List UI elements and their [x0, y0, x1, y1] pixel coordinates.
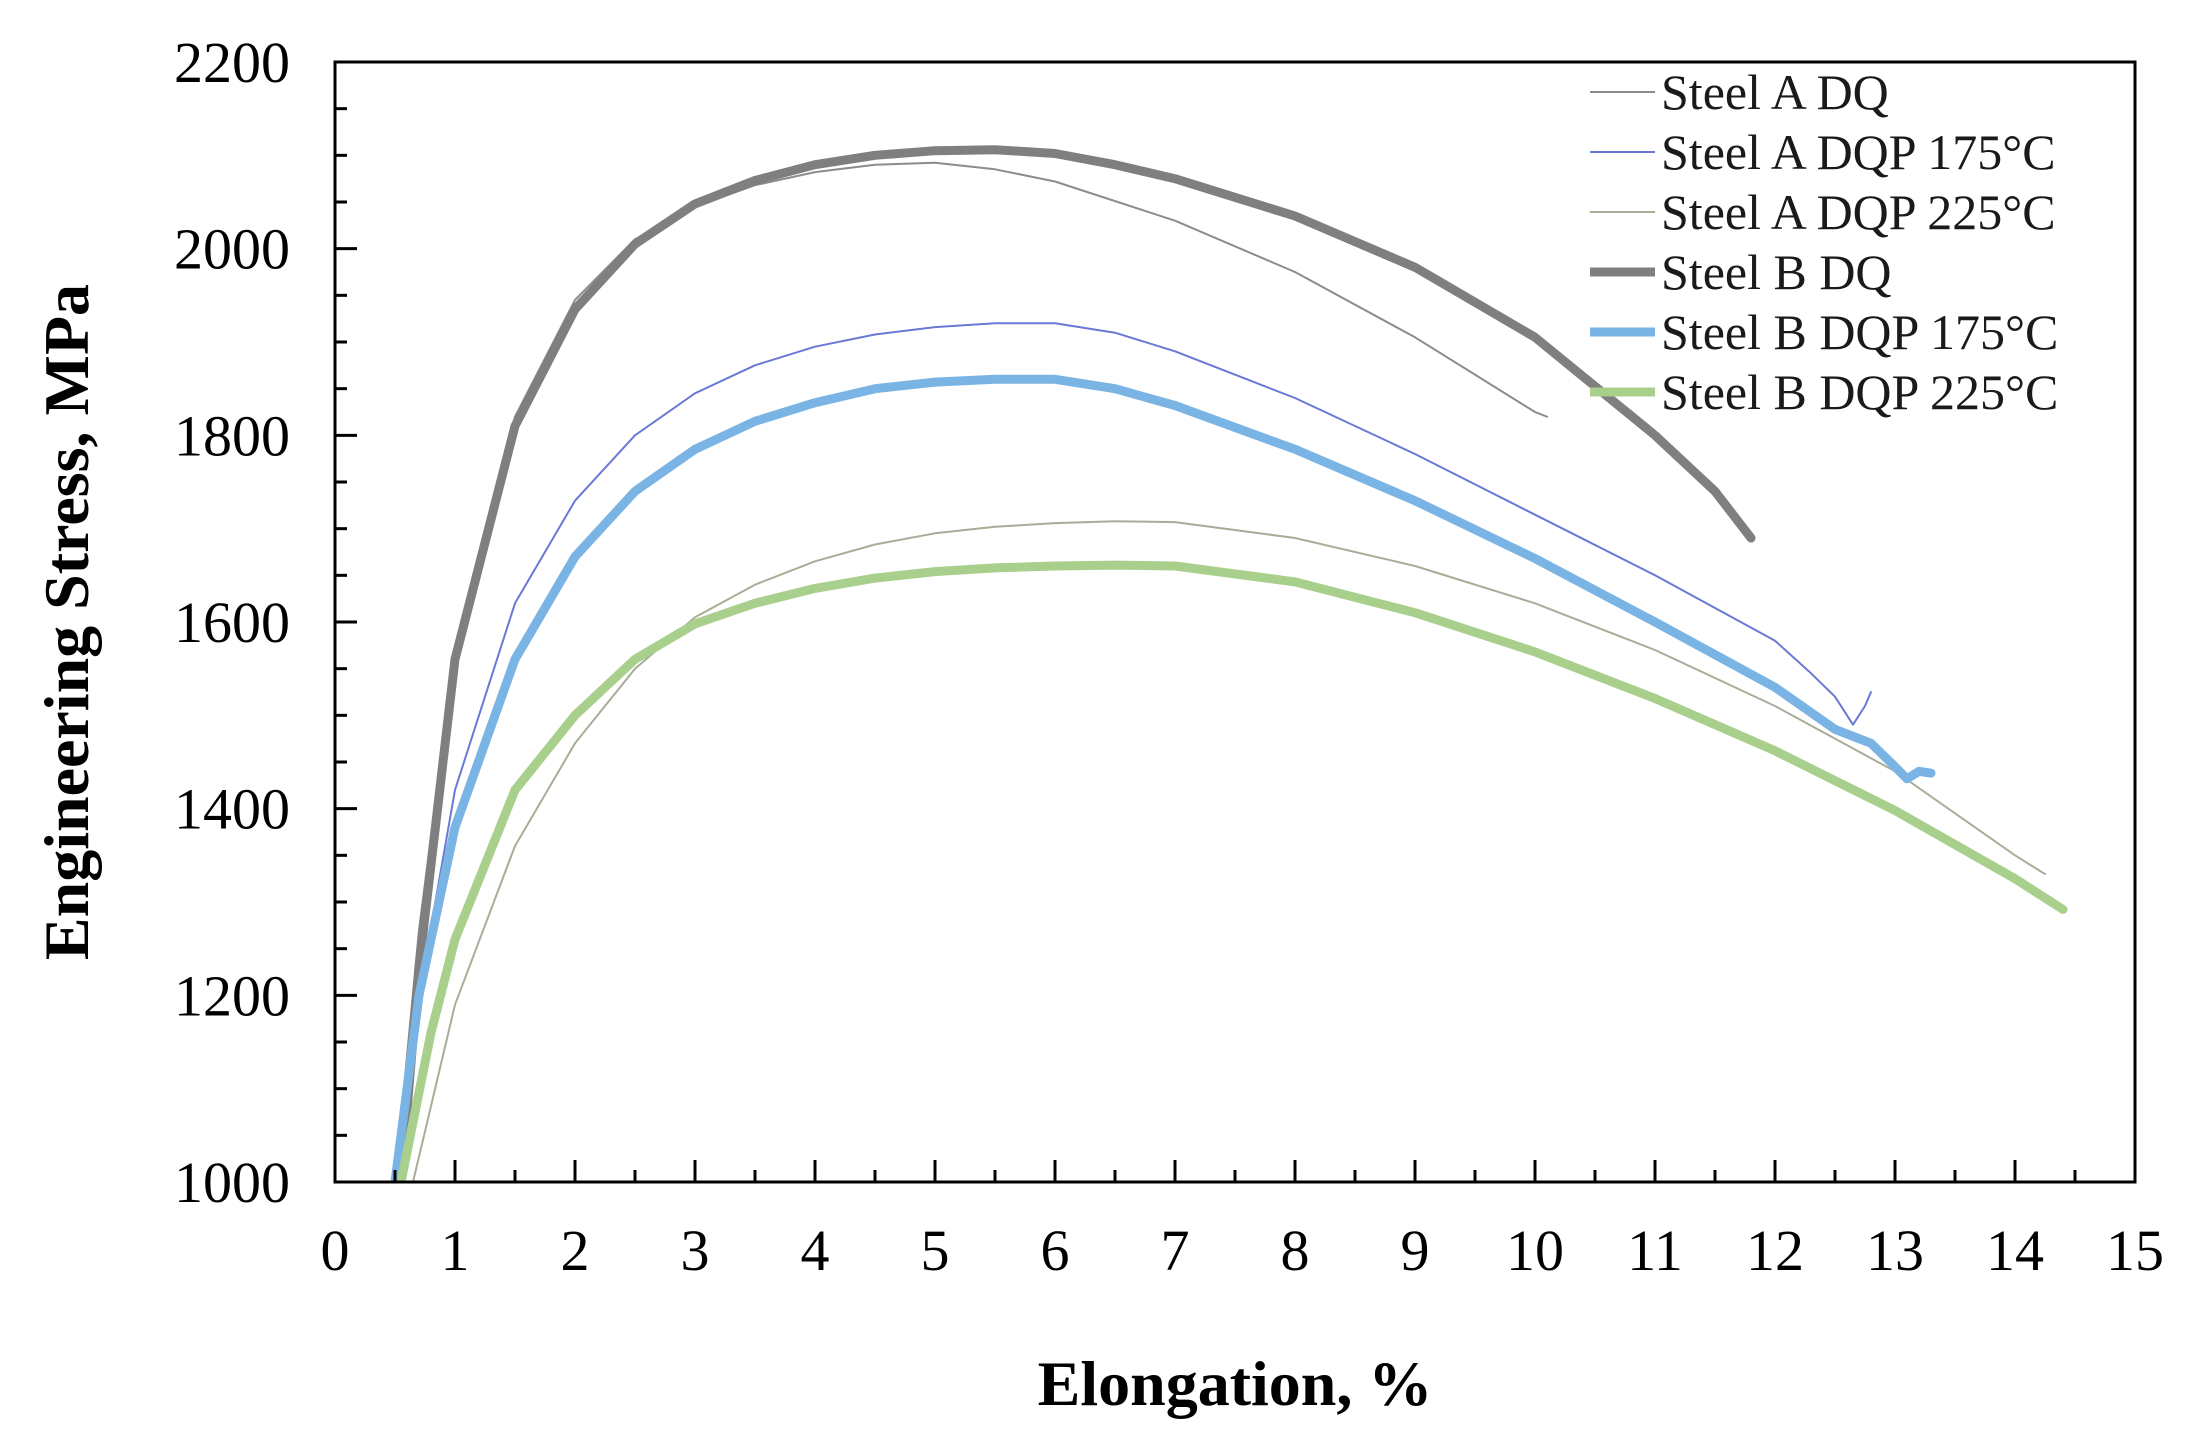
- series-line-5: [390, 374, 1936, 1182]
- x-tick-label: 2: [561, 1218, 590, 1283]
- y-tick-label: 2200: [174, 30, 290, 95]
- x-tick-label: 0: [321, 1218, 350, 1283]
- x-tick-label: 15: [2106, 1218, 2164, 1283]
- legend-label-1: Steel A DQ: [1661, 64, 1889, 120]
- x-tick-label: 3: [681, 1218, 710, 1283]
- legend-label-3: Steel A DQP 225°C: [1661, 184, 2056, 240]
- x-tick-label: 10: [1506, 1218, 1564, 1283]
- x-tick-label: 14: [1986, 1218, 2044, 1283]
- series-layer: [390, 145, 2068, 1182]
- y-tick-label: 1800: [174, 403, 290, 468]
- ticks-layer: 0 1 2 3 4 5 6 7 8 9 10 11 12 13 14 15100012001400160018…: [174, 30, 2164, 1283]
- x-tick-label: 8: [1281, 1218, 1310, 1283]
- y-tick-label: 1600: [174, 590, 290, 655]
- y-tick-label: 1000: [174, 1150, 290, 1215]
- x-tick-label: 1: [441, 1218, 470, 1283]
- legend-label-6: Steel B DQP 225°C: [1661, 364, 2058, 420]
- x-tick-label: 6: [1041, 1218, 1070, 1283]
- series-line-4: [396, 145, 1756, 1182]
- x-tick-label: 4: [801, 1218, 830, 1283]
- x-tick-label: 5: [921, 1218, 950, 1283]
- x-tick-label: 12: [1746, 1218, 1804, 1283]
- legend-label-5: Steel B DQP 175°C: [1661, 304, 2058, 360]
- x-tick-label: 13: [1866, 1218, 1924, 1283]
- x-tick-label: 7: [1161, 1218, 1190, 1283]
- series-line-2: [394, 322, 1872, 1182]
- x-axis-title: Elongation, %: [1038, 1348, 1433, 1419]
- y-tick-label: 1400: [174, 777, 290, 842]
- legend-label-4: Steel B DQ: [1661, 244, 1892, 300]
- legend-label-2: Steel A DQP 175°C: [1661, 124, 2056, 180]
- y-tick-label: 1200: [174, 963, 290, 1028]
- x-tick-label: 11: [1627, 1218, 1683, 1283]
- x-tick-label: 9: [1401, 1218, 1430, 1283]
- y-axis-title: Engineering Stress, MPa: [31, 284, 102, 960]
- series-line-6: [396, 560, 2068, 1182]
- series-line-3: [412, 520, 2046, 1182]
- y-tick-label: 2000: [174, 217, 290, 282]
